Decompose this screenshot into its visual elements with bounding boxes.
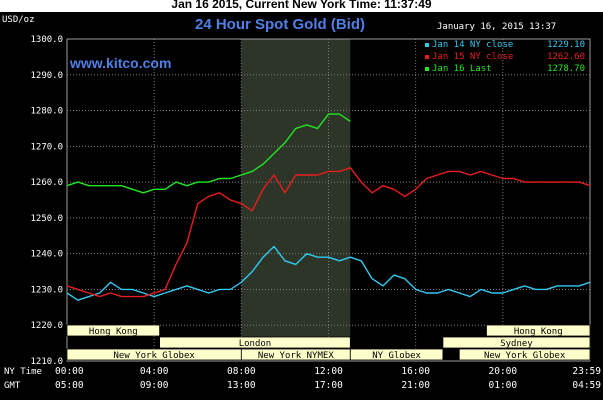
x-tick-label: 17:00 [314,380,343,391]
series-line-2 [66,167,591,298]
x-tick-label: 12:00 [314,366,343,377]
legend-swatch [425,67,429,71]
session-bar [486,324,591,337]
legend-name: Jan 14 NY close [432,40,513,50]
legend-value: 1278.70 [547,64,585,74]
session-bar [458,348,591,361]
legend-name: Jan 16 Last [432,64,492,74]
chart-title: 24 Hour Spot Gold (Bid) [195,16,365,33]
x-tick-label: 04:00 [140,366,169,377]
y-axis-label: USD/oz [2,15,35,25]
nymex-highlight [241,39,351,361]
x-row-label: GMT [4,381,21,391]
x-tick-label: 01:00 [489,380,518,391]
x-tick-label: 16:00 [401,366,430,377]
legend: Jan 14 NY close 1229.10 Jan 15 NY close 126… [425,40,585,74]
session-label: Sydney [500,339,533,349]
session-label: New York Globex [484,351,566,361]
session-bar [159,336,351,349]
x-tick-label: 09:00 [140,380,169,391]
session-label: London [239,339,272,349]
x-row-label: NY Time [4,367,42,377]
y-tick-label: 1220.0 [30,321,63,331]
session-bar [349,348,444,361]
session-label: New York Globex [114,351,196,361]
plot-frame [66,38,591,362]
x-tick-label: 13:00 [227,380,256,391]
headline-time: Jan 16 2015, Current New York Time: 11:3… [171,0,432,11]
y-tick-label: 1260.0 [30,178,63,188]
x-tick-label: 05:00 [55,380,84,391]
kitco-watermark: www.kitco.com [69,55,171,71]
y-tick-label: 1300.0 [30,35,63,45]
x-tick-label: 08:00 [227,366,256,377]
session-label: New York NYMEX [258,351,334,361]
x-tick-label: 00:00 [55,366,84,377]
x-tick-label: 23:59 [572,366,601,377]
session-label: Hong Kong [89,327,138,337]
legend-swatch [425,43,429,47]
y-tick-label: 1280.0 [30,107,63,117]
legend-swatch [425,55,429,59]
session-bar [442,336,591,349]
y-tick-label: 1270.0 [30,142,63,152]
series-line-3 [66,113,351,194]
x-tick-label: 21:00 [401,380,430,391]
y-tick-label: 1250.0 [30,214,63,224]
legend-value: 1229.10 [547,40,585,50]
gold-price-chart: Hong Kong Hong Kong London Sydney New York G… [0,12,603,400]
x-tick-label: 04:59 [572,380,601,391]
y-tick-label: 1290.0 [30,71,63,81]
session-bar [66,324,161,337]
y-tick-label: 1210.0 [30,357,63,367]
y-tick-label: 1240.0 [30,250,63,260]
legend-value: 1262.60 [547,52,585,62]
legend-name: Jan 15 NY close [432,52,513,62]
series-line-1 [66,245,591,301]
session-label: Hong Kong [514,327,563,337]
session-label: NY Globex [372,351,421,361]
x-tick-label: 20:00 [489,366,518,377]
y-tick-label: 1230.0 [30,285,63,295]
date-stamp: January 16, 2015 13:37 [437,22,556,32]
